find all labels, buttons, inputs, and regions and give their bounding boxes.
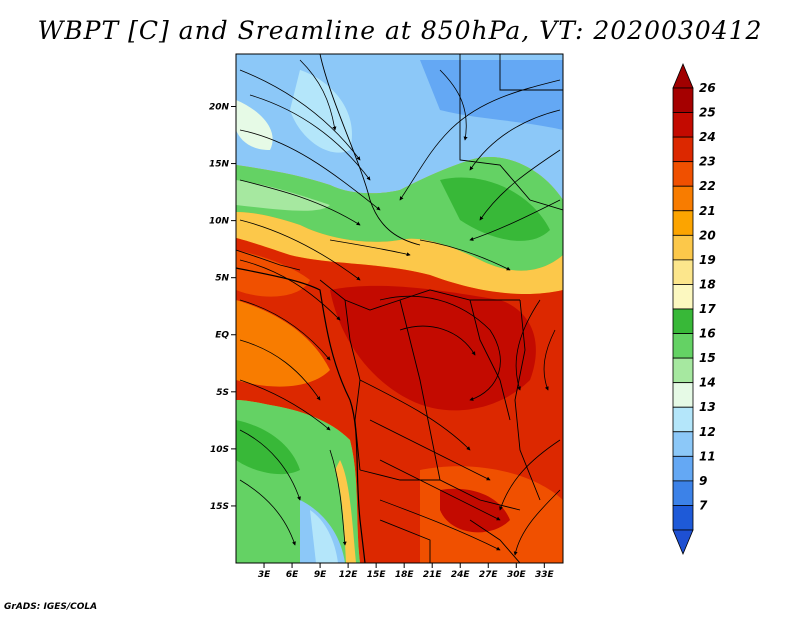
coastline: [236, 267, 366, 563]
colorbar-label: 26: [699, 81, 716, 95]
colorbar-swatch: [672, 185, 694, 212]
colorbar-label: 22: [699, 179, 716, 193]
lon-label: 9E: [314, 570, 327, 580]
lon-label: 18E: [395, 570, 415, 580]
colorbar-swatch: [672, 259, 694, 285]
lon-label: 15E: [367, 570, 387, 580]
colorbar-label: 15: [699, 351, 716, 365]
longitude-axis: 3E 6E 9E 12E 15E 18E 21E 24E 27E 30E 33E: [258, 563, 555, 580]
colorbar-swatch: [672, 455, 694, 482]
colorbar-label: 17: [699, 302, 716, 316]
colorbar-swatch: [672, 136, 694, 163]
lon-label: 27E: [479, 570, 499, 580]
colorbar-label: 12: [699, 425, 716, 439]
colorbar-label: 7: [699, 498, 708, 512]
colorbar-swatch: [672, 382, 694, 408]
colorbar: 26 25 24 23 22 21 20 19 18 17 16 15 14 13 12 11 9 7: [672, 62, 716, 556]
lat-label: 15N: [209, 160, 230, 170]
lat-label: 10S: [210, 445, 229, 455]
lat-label: EQ: [215, 331, 229, 341]
colorbar-swatch: [672, 87, 694, 113]
streamlines: [239, 59, 561, 556]
lon-label: 30E: [507, 570, 527, 580]
latitude-axis: 20N 15N 10N 5N EQ 5S 10S 15S: [209, 102, 236, 512]
colorbar-label: 13: [699, 400, 716, 414]
colorbar-label: 19: [699, 253, 716, 267]
colorbar-label: 23: [699, 155, 716, 169]
lat-label: 20N: [209, 102, 230, 112]
colorbar-swatch: [672, 308, 694, 334]
lat-label: 15S: [210, 502, 229, 512]
lon-label: 3E: [258, 570, 271, 580]
colorbar-swatch: [672, 406, 694, 433]
lon-label: 21E: [423, 570, 443, 580]
colorbar-swatch: [672, 234, 694, 261]
colorbar-label: 9: [699, 474, 707, 488]
colorbar-swatch: [672, 480, 694, 506]
colorbar-label: 25: [699, 106, 716, 120]
map-frame: [235, 53, 564, 564]
colorbar-label: 24: [699, 130, 716, 144]
colorbar-label: 18: [699, 277, 716, 291]
wbpt-field: [236, 54, 563, 563]
colorbar-swatch: [672, 284, 694, 310]
lon-label: 6E: [286, 570, 299, 580]
colorbar-swatch: [672, 112, 694, 138]
grads-credit: GrADS: IGES/COLA: [4, 602, 98, 612]
lat-label: 5N: [215, 274, 229, 284]
colorbar-swatch: [672, 357, 694, 384]
colorbar-swatch: [672, 505, 694, 531]
colorbar-label: 14: [699, 376, 716, 390]
colorbar-bottom-arrow: [672, 529, 694, 556]
lon-label: 33E: [535, 570, 555, 580]
colorbar-label: 21: [699, 204, 716, 218]
colorbar-swatch: [672, 210, 694, 236]
lon-label: 12E: [339, 570, 359, 580]
lon-label: 24E: [451, 570, 471, 580]
colorbar-swatch: [672, 333, 694, 359]
colorbar-swatch: [672, 161, 694, 187]
colorbar-swatch: [672, 431, 694, 457]
lat-label: 5S: [216, 388, 229, 398]
colorbar-top-arrow: [672, 62, 694, 89]
colorbar-label: 20: [699, 228, 716, 242]
colorbar-label: 16: [699, 327, 716, 341]
lat-label: 10N: [209, 217, 230, 227]
map-title: WBPT [C] and Sreamline at 850hPa, VT: 20…: [37, 16, 763, 45]
colorbar-label: 11: [699, 449, 716, 463]
